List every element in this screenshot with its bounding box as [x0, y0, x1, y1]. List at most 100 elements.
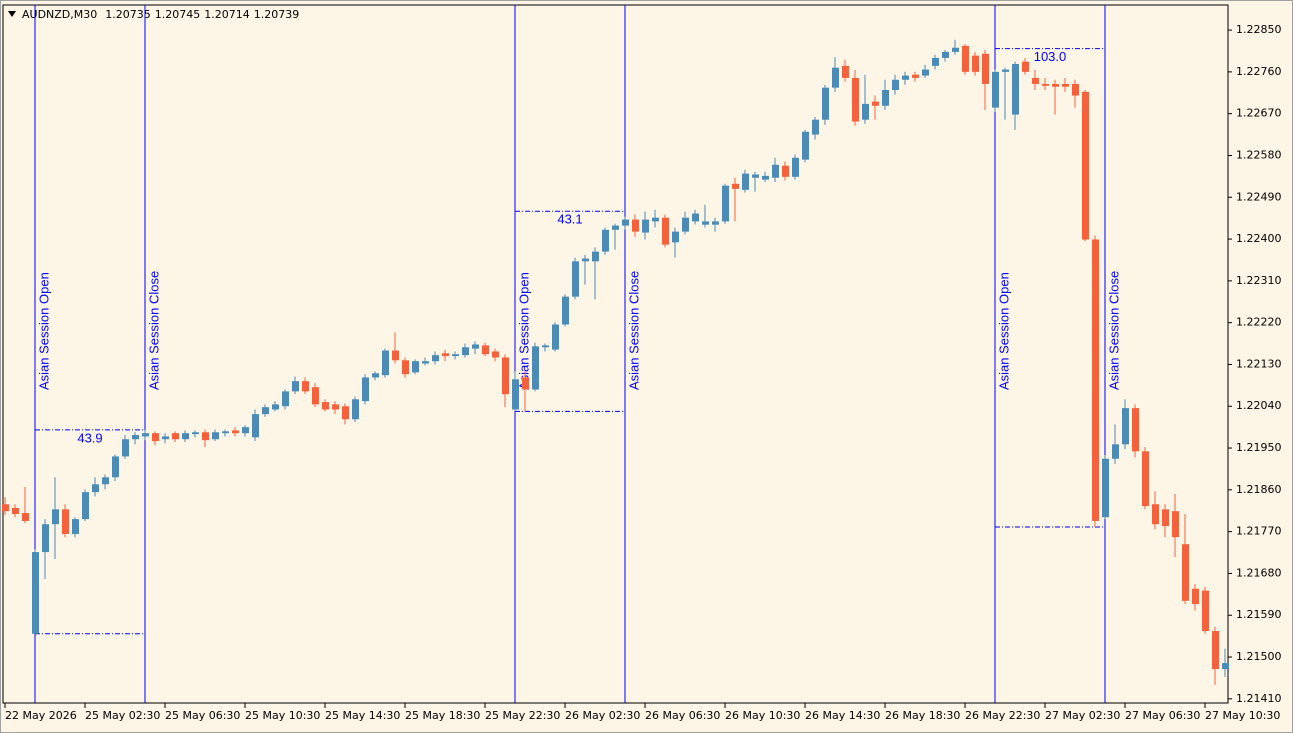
candle-body — [1072, 83, 1079, 96]
candle-body — [702, 221, 709, 225]
candle-body — [332, 404, 339, 410]
session-open-label: Asian Session Open — [516, 272, 531, 390]
candle-body — [92, 484, 99, 493]
candle-body — [32, 552, 39, 634]
y-tick-label: 1.21770 — [1236, 525, 1282, 538]
candle-body — [522, 377, 529, 390]
candle-body — [822, 87, 829, 120]
symbol: AUDNZD,M30 — [22, 8, 97, 21]
candle-body — [682, 217, 689, 232]
candle-body — [652, 217, 659, 222]
candle-body — [112, 456, 119, 478]
candle-body — [992, 71, 999, 108]
candle-body — [792, 157, 799, 177]
candle-body — [542, 345, 549, 348]
candle-body — [242, 427, 249, 434]
candle-body — [422, 361, 429, 364]
candle-body — [872, 101, 879, 106]
session-range-label: 43.9 — [77, 430, 102, 445]
plot-frame — [2, 4, 1229, 704]
candle-body — [352, 399, 359, 420]
header-value: 1.20714 — [204, 8, 250, 21]
y-tick-label: 1.22760 — [1236, 65, 1282, 78]
candle-body — [1022, 61, 1029, 72]
candle-body — [472, 344, 479, 349]
candle-body — [172, 433, 179, 440]
candle-body — [512, 379, 519, 410]
candle-body — [342, 406, 349, 420]
candle-body — [1182, 544, 1189, 601]
session-close-label: Asian Session Close — [146, 271, 161, 390]
candle-body — [952, 47, 959, 52]
candle-body — [432, 355, 439, 362]
candle-body — [502, 357, 509, 395]
candle-body — [382, 350, 389, 376]
candle-body — [322, 402, 329, 410]
candle-body — [742, 173, 749, 190]
y-tick-label: 1.22490 — [1236, 190, 1282, 203]
candle-body — [1132, 408, 1139, 452]
candle-body — [1192, 588, 1199, 605]
y-tick-label: 1.22400 — [1236, 232, 1282, 245]
candle-body — [72, 519, 79, 534]
candle-body — [972, 55, 979, 72]
candle-body — [782, 165, 789, 177]
candle-body — [612, 225, 619, 230]
candle-body — [362, 377, 369, 402]
session-open-label: Asian Session Open — [996, 272, 1011, 390]
candle-body — [202, 432, 209, 441]
candle-body — [252, 414, 259, 438]
candle-body — [402, 360, 409, 375]
candle-body — [1202, 590, 1209, 632]
candle-body — [1102, 458, 1109, 518]
candle-body — [562, 296, 569, 325]
candle-body — [182, 433, 189, 440]
candle-body — [642, 219, 649, 233]
y-tick-label: 1.21680 — [1236, 566, 1282, 579]
candle-body — [492, 351, 499, 358]
candle-body — [292, 381, 299, 392]
candle-body — [722, 185, 729, 222]
candle-body — [122, 439, 129, 457]
x-tick-label: 25 May 10:30 — [245, 709, 320, 722]
candle-body — [922, 69, 929, 76]
candle-body — [892, 79, 899, 90]
candle-body — [1212, 631, 1219, 670]
candle-body — [1002, 69, 1009, 72]
candle-body — [852, 77, 859, 122]
candle-body — [412, 361, 419, 373]
x-tick-label: 26 May 22:30 — [965, 709, 1040, 722]
candle-body — [1172, 511, 1179, 538]
x-tick-label: 26 May 02:30 — [565, 709, 640, 722]
session-close-label: Asian Session Close — [1106, 271, 1121, 390]
candle-body — [442, 353, 449, 357]
candle-body — [582, 258, 589, 262]
candle-body — [602, 229, 609, 252]
candle-body — [1222, 663, 1229, 670]
header-value: 1.20735 — [105, 8, 151, 21]
candle-body — [1032, 77, 1039, 84]
candle-body — [1162, 509, 1169, 527]
y-tick-label: 1.22580 — [1236, 148, 1282, 161]
candle-body — [2, 504, 9, 512]
x-tick-label: 27 May 10:30 — [1205, 709, 1280, 722]
candle-body — [882, 89, 889, 106]
candle-body — [452, 354, 459, 357]
session-close-label: Asian Session Close — [626, 271, 641, 390]
candle-body — [772, 164, 779, 178]
x-tick-label: 25 May 22:30 — [485, 709, 560, 722]
candle-body — [632, 219, 639, 232]
x-tick-label: 26 May 10:30 — [725, 709, 800, 722]
x-tick-label: 25 May 18:30 — [405, 709, 480, 722]
session-range-label: 103.0 — [1034, 49, 1067, 64]
candle-body — [222, 431, 229, 434]
y-tick-label: 1.22130 — [1236, 357, 1282, 370]
x-tick-label: 26 May 06:30 — [645, 709, 720, 722]
x-tick-label: 25 May 02:30 — [85, 709, 160, 722]
candle-body — [372, 373, 379, 378]
menu-triangle[interactable] — [8, 11, 16, 17]
candle-body — [152, 433, 159, 442]
